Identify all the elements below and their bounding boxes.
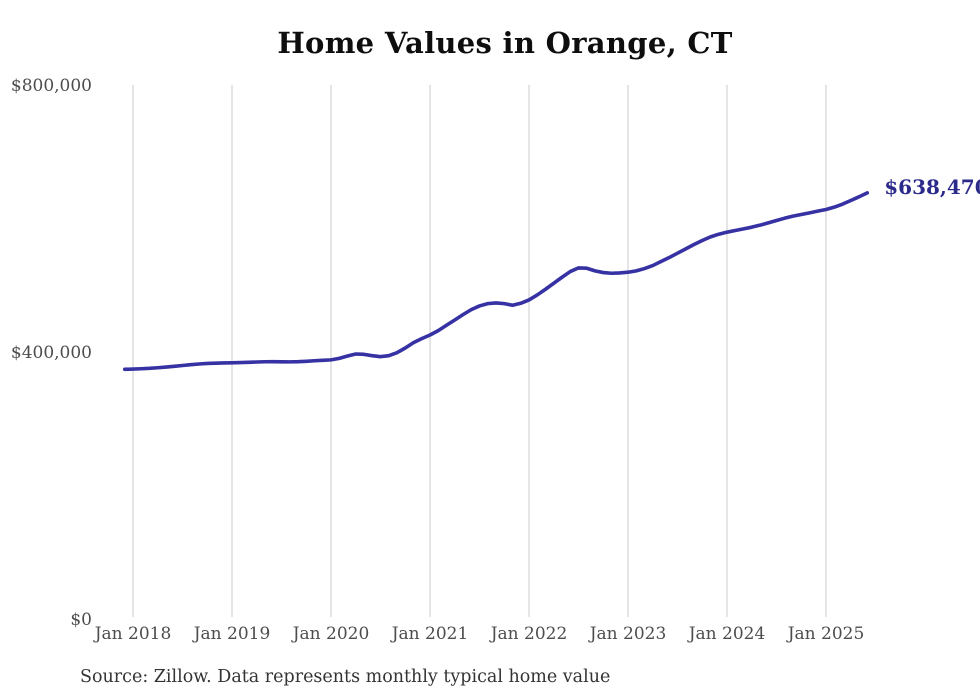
chart-title: Home Values in Orange, CT [277,26,733,60]
x-tick-label: Jan 2019 [192,624,271,644]
home-value-series-line [122,191,870,372]
latest-value-label: $638,470 [884,175,980,199]
x-tick-label: Jan 2018 [93,624,172,644]
y-tick-label: $0 [70,610,92,630]
source-note: Source: Zillow. Data represents monthly … [80,667,611,687]
x-tick-label: Jan 2020 [291,624,370,644]
x-tick-label: Jan 2022 [489,624,568,644]
x-tick-label: Jan 2025 [786,624,865,644]
x-tick-label: Jan 2021 [390,624,469,644]
y-tick-label: $800,000 [11,76,92,96]
x-tick-label: Jan 2023 [588,624,667,644]
y-tick-label: $400,000 [11,343,92,363]
x-tick-label: Jan 2024 [687,624,766,644]
